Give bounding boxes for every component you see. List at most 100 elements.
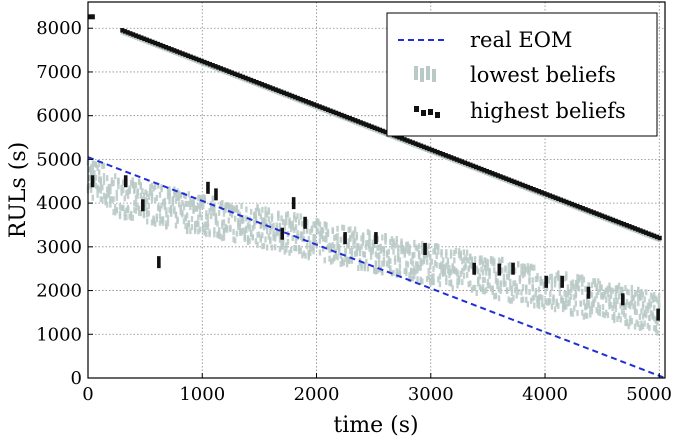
- lowest-belief-point: [419, 264, 422, 271]
- lowest-belief-point: [539, 279, 542, 286]
- highest-belief-point: [380, 128, 385, 134]
- highest-belief-point: [620, 293, 625, 306]
- lowest-belief-point: [312, 221, 315, 228]
- lowest-belief-point: [128, 187, 131, 194]
- lowest-belief-point: [509, 268, 512, 275]
- lowest-belief-point: [97, 176, 101, 183]
- lowest-belief-point: [355, 234, 358, 241]
- lowest-belief-point: [469, 254, 472, 261]
- lowest-belief-point: [227, 217, 230, 224]
- lowest-belief-point: [315, 219, 318, 226]
- lowest-belief-point: [504, 266, 507, 273]
- lowest-belief-point: [377, 261, 381, 268]
- lowest-belief-point: [408, 276, 411, 283]
- lowest-belief-point: [201, 194, 205, 201]
- lowest-belief-point: [109, 183, 112, 190]
- lowest-belief-point: [465, 271, 469, 278]
- highest-belief-point: [608, 216, 613, 222]
- lowest-belief-point: [267, 208, 270, 215]
- lowest-belief-point: [381, 268, 384, 275]
- lowest-belief-point: [141, 188, 144, 195]
- lowest-belief-point: [331, 257, 334, 264]
- lowest-belief-point: [432, 248, 435, 255]
- lowest-belief-point: [374, 267, 378, 274]
- lowest-belief-point: [638, 290, 642, 297]
- highest-belief-point: [613, 218, 618, 224]
- highest-belief-point: [430, 147, 435, 153]
- lowest-belief-point: [643, 296, 646, 303]
- lowest-belief-point: [581, 309, 584, 316]
- lowest-belief-point: [102, 192, 106, 199]
- lowest-belief-point: [395, 268, 398, 275]
- lowest-belief-point: [609, 292, 613, 299]
- lowest-belief-point: [203, 228, 206, 235]
- highest-belief-point: [633, 226, 638, 231]
- highest-belief-point: [559, 197, 564, 203]
- lowest-belief-point: [310, 245, 314, 252]
- lowest-belief-point: [125, 189, 128, 196]
- lowest-belief-point: [408, 247, 411, 254]
- lowest-belief-point: [153, 197, 157, 204]
- lowest-belief-point: [160, 217, 163, 224]
- lowest-belief-point: [480, 258, 483, 265]
- lowest-belief-point: [99, 196, 102, 203]
- lowest-belief-point: [203, 197, 206, 204]
- highest-belief-point: [257, 81, 262, 86]
- lowest-belief-point: [382, 250, 386, 257]
- lowest-belief-point: [113, 173, 117, 180]
- highest-belief-point: [295, 95, 300, 101]
- lowest-belief-point: [558, 289, 562, 296]
- lowest-belief-point: [520, 297, 523, 304]
- lowest-belief-point: [550, 279, 554, 286]
- lowest-belief-point: [289, 226, 293, 233]
- lowest-belief-point: [547, 277, 550, 284]
- lowest-belief-point: [139, 210, 142, 217]
- lowest-belief-point: [344, 249, 347, 256]
- lowest-belief-point: [648, 324, 651, 331]
- lowest-belief-point: [430, 279, 434, 286]
- lowest-belief-point: [464, 264, 467, 271]
- lowest-belief-point: [411, 275, 414, 282]
- lowest-belief-point: [94, 161, 98, 168]
- highest-belief-point: [512, 179, 517, 185]
- lowest-belief-point: [453, 249, 456, 256]
- lowest-belief-point: [435, 253, 438, 260]
- lowest-belief-point: [238, 219, 242, 226]
- highest-belief-point: [586, 286, 591, 299]
- lowest-belief-point: [261, 206, 264, 213]
- lowest-belief-point: [485, 258, 488, 265]
- lowest-belief-point: [238, 229, 242, 236]
- lowest-belief-point: [507, 271, 510, 278]
- lowest-belief-point: [181, 200, 184, 207]
- highest-belief-point: [378, 127, 383, 133]
- lowest-belief-point: [590, 301, 594, 308]
- y-tick-label: 4000: [36, 193, 82, 214]
- highest-belief-point: [474, 164, 479, 170]
- x-axis-label: time (s): [333, 413, 418, 438]
- lowest-belief-point: [470, 263, 474, 270]
- lowest-belief-point: [283, 248, 286, 255]
- lowest-belief-point: [145, 198, 149, 205]
- lowest-belief-point: [291, 234, 294, 241]
- lowest-belief-point: [552, 294, 555, 301]
- lowest-belief-point: [115, 189, 118, 196]
- lowest-belief-point: [104, 197, 107, 204]
- highest-belief-point: [347, 116, 352, 121]
- lowest-belief-point: [89, 164, 93, 171]
- lowest-belief-point: [174, 212, 178, 219]
- highest-belief-point: [537, 189, 542, 194]
- lowest-belief-point: [174, 197, 178, 204]
- lowest-belief-point: [272, 234, 275, 241]
- lowest-belief-point: [309, 245, 312, 252]
- lowest-belief-point: [493, 267, 496, 274]
- lowest-belief-point: [590, 308, 594, 315]
- lowest-belief-point: [408, 244, 411, 251]
- lowest-belief-point: [488, 273, 491, 280]
- lowest-belief-point: [603, 289, 606, 296]
- lowest-belief-point: [497, 295, 501, 302]
- lowest-belief-point: [297, 219, 301, 226]
- lowest-belief-point: [174, 190, 178, 197]
- lowest-belief-point: [541, 278, 544, 285]
- lowest-belief-point: [577, 277, 581, 284]
- highest-belief-point: [528, 185, 533, 191]
